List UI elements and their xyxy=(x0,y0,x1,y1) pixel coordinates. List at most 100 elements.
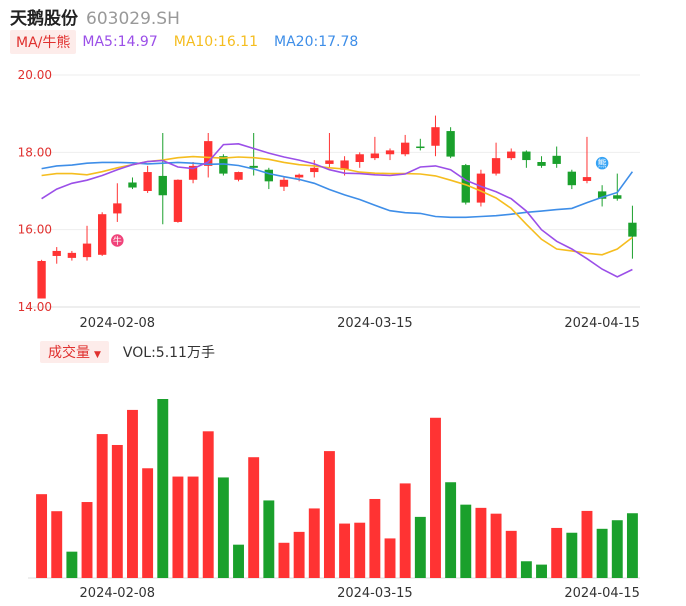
volume-bar xyxy=(172,476,184,578)
volume-bar xyxy=(399,483,411,578)
date-axis-label: 2024-04-15 xyxy=(564,316,640,331)
candle-up xyxy=(507,151,516,159)
candle-down xyxy=(552,155,561,164)
volume-date-axis-label: 2024-04-15 xyxy=(564,586,640,601)
volume-bar xyxy=(248,457,260,578)
volume-bar xyxy=(596,528,608,578)
volume-bar xyxy=(414,516,426,578)
volume-bar xyxy=(293,531,305,578)
ma-legend: MA/牛熊 MA5:14.97 MA10:16.11 MA20:17.78 xyxy=(10,30,374,54)
volume-bar xyxy=(323,451,335,578)
candle-up xyxy=(310,167,319,173)
candle-up xyxy=(294,174,304,178)
volume-bar xyxy=(202,431,214,578)
volume-bar xyxy=(611,520,623,578)
volume-bar xyxy=(36,494,48,578)
volume-bar xyxy=(111,444,123,578)
candle-down xyxy=(128,182,137,188)
candle-up xyxy=(173,179,183,222)
volume-bar xyxy=(536,564,547,578)
candle-down xyxy=(537,162,546,166)
volume-bar xyxy=(626,513,638,578)
volume-bar xyxy=(384,538,396,578)
volume-bar xyxy=(66,551,78,578)
candle-up xyxy=(582,177,592,181)
price-axis-label: 18.00 xyxy=(18,145,52,159)
candle-up xyxy=(325,160,334,164)
candle-down xyxy=(628,222,637,237)
volume-bar xyxy=(157,399,169,578)
bear-marker-label: 熊 xyxy=(598,158,607,170)
volume-bar xyxy=(217,477,229,578)
volume-bar xyxy=(460,504,472,578)
candle-up xyxy=(37,260,46,299)
volume-date-axis-label: 2024-03-15 xyxy=(337,586,413,601)
candle-up xyxy=(204,141,213,166)
bear-marker-badge xyxy=(594,155,610,171)
candle-down xyxy=(158,175,167,196)
candle-up xyxy=(279,179,289,187)
price-axis-label: 20.00 xyxy=(18,68,52,82)
candle-up xyxy=(355,154,364,162)
volume-bar xyxy=(445,482,457,578)
candle-down xyxy=(446,131,455,157)
ma20-legend: MA20:17.78 xyxy=(274,34,359,50)
candle-up xyxy=(82,243,92,258)
candle-up xyxy=(370,153,380,159)
price-axis-label: 14.00 xyxy=(18,300,52,314)
volume-bar xyxy=(187,476,199,578)
ma5-line xyxy=(41,142,633,278)
candle-down xyxy=(522,151,531,161)
candle-down xyxy=(219,156,228,174)
candle-up xyxy=(401,142,410,155)
candle-up xyxy=(431,127,440,146)
price-axis-label: 16.00 xyxy=(18,223,52,237)
candle-up xyxy=(476,173,486,203)
volume-bar xyxy=(339,523,351,578)
candle-down xyxy=(597,191,607,199)
volume-bar xyxy=(96,434,108,578)
volume-tab-label: 成交量 xyxy=(48,345,90,361)
volume-bar xyxy=(233,544,244,578)
volume-bar xyxy=(354,522,366,578)
candle-up xyxy=(188,165,198,180)
stock-code: 603029.SH xyxy=(86,9,180,29)
volume-date-axis-label: 2024-02-08 xyxy=(80,586,156,601)
caret-down-icon: ▼ xyxy=(94,350,101,360)
volume-bar xyxy=(81,502,93,578)
candle-down xyxy=(264,169,273,182)
bull-marker-badge xyxy=(109,232,126,249)
stock-name: 天鹅股份 xyxy=(10,9,78,29)
volume-bar xyxy=(505,530,517,578)
volume-bar xyxy=(566,532,578,578)
volume-bar xyxy=(551,527,563,578)
bull-marker-label: 牛 xyxy=(113,235,122,247)
volume-bar xyxy=(278,542,290,578)
volume-bar xyxy=(490,513,502,578)
candle-down xyxy=(249,165,258,168)
candle-up xyxy=(67,252,77,258)
candle-up xyxy=(143,172,152,191)
candle-down xyxy=(416,146,425,149)
candle-down xyxy=(613,195,622,199)
volume-value: VOL:5.11万手 xyxy=(122,345,215,361)
volume-bar xyxy=(520,561,532,578)
volume-bar xyxy=(308,508,320,578)
volume-bar xyxy=(263,500,275,578)
volume-legend: 成交量 ▼ VOL:5.11万手 xyxy=(40,341,215,363)
volume-bar xyxy=(142,468,154,578)
date-axis-label: 2024-03-15 xyxy=(337,316,413,331)
ma5-legend: MA5:14.97 xyxy=(82,34,158,50)
volume-bar xyxy=(127,409,138,578)
ma10-legend: MA10:16.11 xyxy=(173,34,259,50)
volume-indicator-tab[interactable]: 成交量 ▼ xyxy=(40,341,109,363)
date-axis-label: 2024-02-08 xyxy=(80,316,156,331)
volume-bar xyxy=(475,507,487,578)
candle-up xyxy=(52,250,61,256)
ma-indicator-tab[interactable]: MA/牛熊 xyxy=(10,30,77,54)
candle-up xyxy=(98,214,107,255)
candle-up xyxy=(385,150,395,155)
stock-header: 天鹅股份 603029.SH xyxy=(10,4,180,29)
volume-bar xyxy=(51,511,63,578)
